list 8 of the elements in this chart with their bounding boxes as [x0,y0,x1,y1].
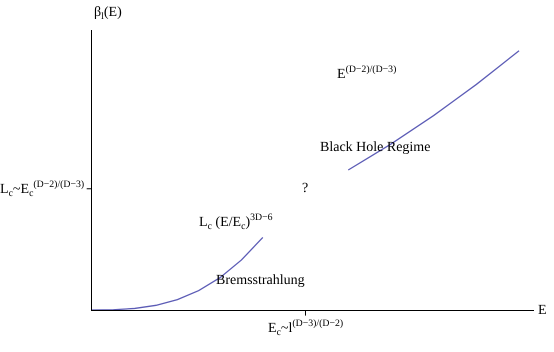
text: E$_{c}$~l$^{(D−3)/(D−2)}$ [268,318,344,338]
annotation: L$_{c}$ (E/E$_{c}$)$^{3D−6}$ [199,212,273,232]
x-axis-title: E [538,303,547,318]
annotation: Bremsstrahlung [216,273,305,288]
annotation: E$^{(D−2)/(D−3)}$ [337,64,396,82]
annotation: ? [302,181,308,196]
y-axis-title: β$_{l}$(E) [94,5,122,22]
annotation: Black Hole Regime [320,140,430,155]
